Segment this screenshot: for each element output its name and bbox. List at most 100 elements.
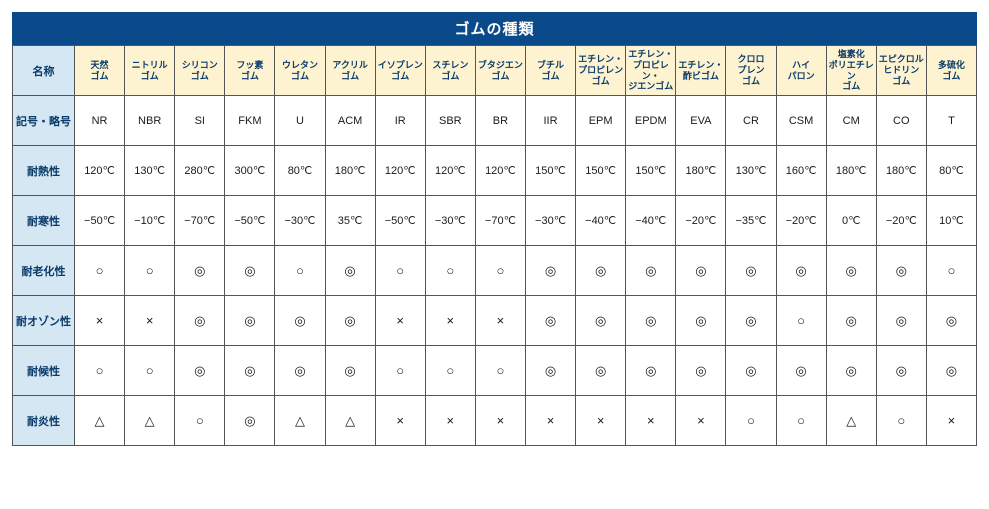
cell: ◎ xyxy=(525,246,575,296)
cell: −20℃ xyxy=(876,196,926,246)
cell: EPDM xyxy=(626,96,676,146)
cell: × xyxy=(375,396,425,446)
cell: −35℃ xyxy=(726,196,776,246)
cell: ○ xyxy=(876,396,926,446)
cell: △ xyxy=(125,396,175,446)
column-header: エチレン・酢ビゴム xyxy=(676,46,726,96)
cell: ◎ xyxy=(776,346,826,396)
cell: × xyxy=(626,396,676,446)
cell: ◎ xyxy=(576,246,626,296)
cell: 10℃ xyxy=(926,196,976,246)
cell: 0℃ xyxy=(826,196,876,246)
cell: 150℃ xyxy=(626,146,676,196)
cell: × xyxy=(125,296,175,346)
cell: × xyxy=(75,296,125,346)
cell: 280℃ xyxy=(175,146,225,196)
cell: ◎ xyxy=(576,296,626,346)
column-header: フッ素ゴム xyxy=(225,46,275,96)
cell: 130℃ xyxy=(726,146,776,196)
cell: 130℃ xyxy=(125,146,175,196)
cell: ◎ xyxy=(225,346,275,396)
cell: −70℃ xyxy=(475,196,525,246)
row-label: 耐老化性 xyxy=(13,246,75,296)
cell: 160℃ xyxy=(776,146,826,196)
cell: −50℃ xyxy=(225,196,275,246)
cell: −20℃ xyxy=(776,196,826,246)
cell: ○ xyxy=(475,246,525,296)
cell: △ xyxy=(325,396,375,446)
cell: ◎ xyxy=(876,246,926,296)
column-header: クロロプレンゴム xyxy=(726,46,776,96)
cell: ◎ xyxy=(726,296,776,346)
cell: −70℃ xyxy=(175,196,225,246)
cell: ◎ xyxy=(175,246,225,296)
cell: NR xyxy=(75,96,125,146)
cell: ◎ xyxy=(926,346,976,396)
cell: × xyxy=(576,396,626,446)
row-label: 耐寒性 xyxy=(13,196,75,246)
cell: ◎ xyxy=(325,296,375,346)
cell: ◎ xyxy=(325,346,375,396)
cell: ◎ xyxy=(275,296,325,346)
cell: ◎ xyxy=(175,346,225,396)
cell: × xyxy=(425,296,475,346)
cell: 80℃ xyxy=(275,146,325,196)
cell: ○ xyxy=(375,246,425,296)
column-header: ハイパロン xyxy=(776,46,826,96)
column-header: 塩素化ポリエチレンゴム xyxy=(826,46,876,96)
cell: CR xyxy=(726,96,776,146)
cell: ○ xyxy=(776,396,826,446)
column-header: ブタジエンゴム xyxy=(475,46,525,96)
cell: ◎ xyxy=(525,346,575,396)
cell: ○ xyxy=(926,246,976,296)
cell: ◎ xyxy=(626,346,676,396)
cell: × xyxy=(525,396,575,446)
cell: FKM xyxy=(225,96,275,146)
cell: ◎ xyxy=(826,246,876,296)
cell: ◎ xyxy=(676,346,726,396)
cell: ◎ xyxy=(676,296,726,346)
cell: 120℃ xyxy=(475,146,525,196)
cell: −50℃ xyxy=(375,196,425,246)
cell: ○ xyxy=(475,346,525,396)
cell: × xyxy=(425,396,475,446)
cell: IIR xyxy=(525,96,575,146)
cell: ○ xyxy=(776,296,826,346)
cell: CM xyxy=(826,96,876,146)
column-header: シリコンゴム xyxy=(175,46,225,96)
column-header: 天然ゴム xyxy=(75,46,125,96)
cell: ◎ xyxy=(225,246,275,296)
column-header: スチレンゴム xyxy=(425,46,475,96)
cell: ○ xyxy=(125,246,175,296)
column-header: エチレン・プロピレンゴム xyxy=(576,46,626,96)
cell: BR xyxy=(475,96,525,146)
cell: −30℃ xyxy=(275,196,325,246)
cell: ◎ xyxy=(776,246,826,296)
rubber-types-table: 名称天然ゴムニトリルゴムシリコンゴムフッ素ゴムウレタンゴムアクリルゴムイソプレン… xyxy=(12,45,977,446)
cell: ○ xyxy=(726,396,776,446)
cell: ◎ xyxy=(676,246,726,296)
cell: IR xyxy=(375,96,425,146)
cell: ◎ xyxy=(325,246,375,296)
column-header: エピクロルヒドリンゴム xyxy=(876,46,926,96)
column-header: イソプレンゴム xyxy=(375,46,425,96)
table-title: ゴムの種類 xyxy=(12,12,977,45)
cell: 180℃ xyxy=(325,146,375,196)
cell: ◎ xyxy=(275,346,325,396)
cell: × xyxy=(926,396,976,446)
cell: −30℃ xyxy=(425,196,475,246)
cell: ○ xyxy=(75,246,125,296)
column-header: ニトリルゴム xyxy=(125,46,175,96)
row-label: 名称 xyxy=(13,46,75,96)
cell: × xyxy=(375,296,425,346)
cell: 35℃ xyxy=(325,196,375,246)
cell: 300℃ xyxy=(225,146,275,196)
cell: ○ xyxy=(425,246,475,296)
cell: T xyxy=(926,96,976,146)
row-label: 記号・略号 xyxy=(13,96,75,146)
cell: 180℃ xyxy=(826,146,876,196)
cell: ○ xyxy=(175,396,225,446)
cell: ◎ xyxy=(225,296,275,346)
cell: ◎ xyxy=(726,346,776,396)
cell: ◎ xyxy=(876,296,926,346)
